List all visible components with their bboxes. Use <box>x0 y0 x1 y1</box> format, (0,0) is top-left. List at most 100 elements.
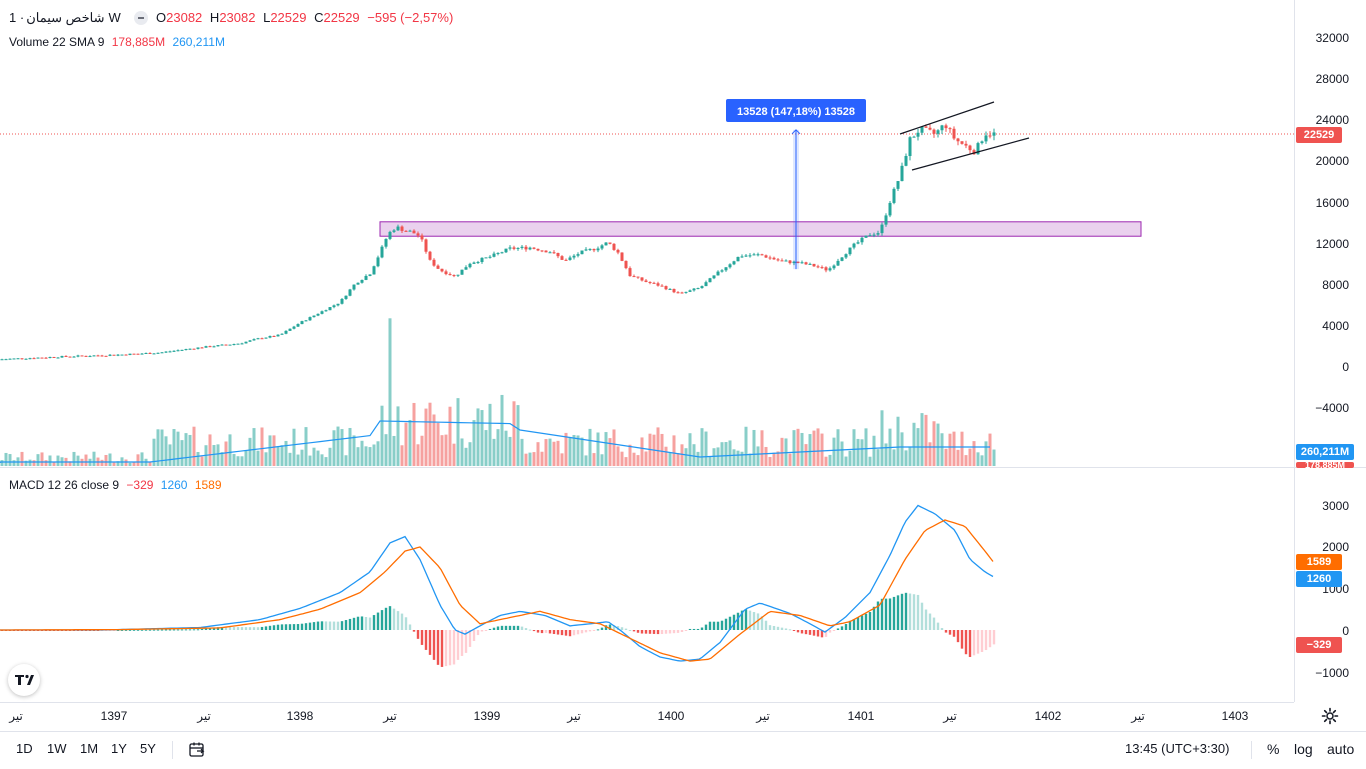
range-5y-button[interactable]: 5Y <box>140 741 156 756</box>
macd-study-name[interactable]: MACD 12 26 close 9 <box>9 478 120 492</box>
volume-bar <box>180 440 184 466</box>
settings-gear-icon[interactable] <box>1320 706 1340 726</box>
volume-bar <box>380 405 384 466</box>
volume-bar <box>68 461 72 466</box>
volume-bar <box>284 440 288 466</box>
candle-body <box>704 282 708 287</box>
macd-histogram-bar <box>852 619 856 630</box>
interval-label[interactable]: 1W <box>9 10 121 25</box>
candle-body <box>576 254 580 256</box>
candle-body <box>156 352 160 354</box>
macd-histogram-bar <box>856 617 860 630</box>
macd-histogram-bar <box>256 627 260 630</box>
volume-bar <box>448 406 452 466</box>
candle-body <box>0 359 4 361</box>
percent-scale-toggle[interactable]: % <box>1267 741 1280 757</box>
volume-bar <box>868 456 872 466</box>
range-1m-button[interactable]: 1M <box>80 741 99 756</box>
macd-histogram-bar <box>404 617 408 630</box>
candle-body <box>476 262 480 264</box>
macd-tick: 0 <box>1342 624 1349 638</box>
auto-scale-toggle[interactable]: auto <box>1327 741 1355 757</box>
volume-bar <box>468 442 472 466</box>
volume-bar <box>104 454 108 466</box>
macd-histogram-bar <box>252 627 256 630</box>
volume-bar <box>604 432 608 466</box>
goto-date-icon[interactable] <box>188 741 206 759</box>
candle-body <box>20 358 24 360</box>
volume-bar <box>56 455 60 466</box>
volume-bar <box>776 451 780 466</box>
macd-histogram-bar <box>548 630 552 634</box>
macd-histogram-bar <box>756 613 760 630</box>
candle-body <box>756 254 760 256</box>
macd-histogram-bar <box>396 611 400 630</box>
macd-histogram-bar <box>180 629 184 631</box>
candle-body <box>400 226 404 231</box>
volume-bar <box>436 422 440 466</box>
channel-lower-line <box>911 137 1030 171</box>
time-axis[interactable]: تیر 1397 تیر 1398 تیر 1399 تیر 1400 تیر … <box>0 702 1294 731</box>
volume-bar <box>292 428 296 466</box>
volume-study-name[interactable]: Volume 22 SMA 9 <box>9 35 105 49</box>
range-1d-button[interactable]: 1D <box>16 741 33 756</box>
macd-histogram-bar <box>888 598 892 630</box>
volume-bar <box>344 455 348 466</box>
volume-bar <box>0 460 4 466</box>
volume-bar <box>840 441 844 466</box>
volume-bar <box>568 436 572 466</box>
timezone-clock[interactable]: 13:45 (UTC+3:30) <box>1125 741 1230 756</box>
volume-bar <box>224 441 228 466</box>
macd-histogram-bar <box>332 621 336 630</box>
candle-body <box>660 285 664 287</box>
candle-body <box>772 257 776 260</box>
volume-bar <box>580 437 584 466</box>
log-scale-toggle[interactable]: log <box>1294 741 1313 757</box>
chart-canvas[interactable]: 13528 (147,18%) 13528 <box>0 0 1294 702</box>
volume-bar <box>908 446 912 466</box>
volume-bar <box>812 430 816 466</box>
range-1w-button[interactable]: 1W <box>47 741 67 756</box>
candle-body <box>600 245 604 249</box>
macd-histogram-bar <box>540 630 544 634</box>
ohlc-change: −595 (−2,57%) <box>367 10 454 25</box>
volume-bar <box>492 438 496 466</box>
macd-histogram-bar <box>456 630 460 660</box>
volume-bar <box>76 455 80 466</box>
volume-bar <box>388 318 392 466</box>
macd-histogram-bar <box>240 627 244 630</box>
macd-histogram-bar <box>336 621 340 630</box>
volume-bar <box>240 456 244 466</box>
chart-pane[interactable]: 13528 (147,18%) 13528 <box>0 0 1294 702</box>
macd-histogram-bar <box>236 627 240 630</box>
volume-bar <box>476 408 480 466</box>
volume-bar <box>956 449 960 466</box>
macd-histogram-bar <box>352 617 356 630</box>
candle-body <box>316 313 320 316</box>
volume-bar <box>704 431 708 466</box>
macd-hist-tag: −329 <box>1296 637 1342 653</box>
candle-body <box>204 346 208 348</box>
volume-sma-line <box>0 420 990 463</box>
eye-icon[interactable] <box>134 10 149 25</box>
volume-bar <box>720 442 724 466</box>
macd-histogram-bar <box>576 630 580 635</box>
tradingview-logo-icon[interactable] <box>8 664 40 696</box>
macd-histogram-bar <box>584 630 588 633</box>
pane-separator[interactable] <box>0 467 1366 468</box>
macd-histogram-bar <box>320 621 324 630</box>
symbol-name[interactable]: شاخص سیمان <box>26 10 105 25</box>
range-1y-button[interactable]: 1Y <box>111 741 127 756</box>
volume-bar <box>332 430 336 466</box>
price-axis[interactable]: 32000 28000 24000 20000 16000 12000 8000… <box>1294 0 1366 702</box>
measure-label-box <box>726 99 866 122</box>
candle-body <box>828 268 832 271</box>
measure-label: 13528 (147,18%) 13528 <box>737 106 855 118</box>
macd-histogram-bar <box>356 616 360 630</box>
macd-histogram-bar <box>592 630 596 631</box>
candle-body <box>540 250 544 252</box>
macd-histogram-bar <box>536 630 540 633</box>
price-tick: 12000 <box>1315 237 1349 251</box>
candle-body <box>244 341 248 344</box>
candle-body <box>420 235 424 240</box>
